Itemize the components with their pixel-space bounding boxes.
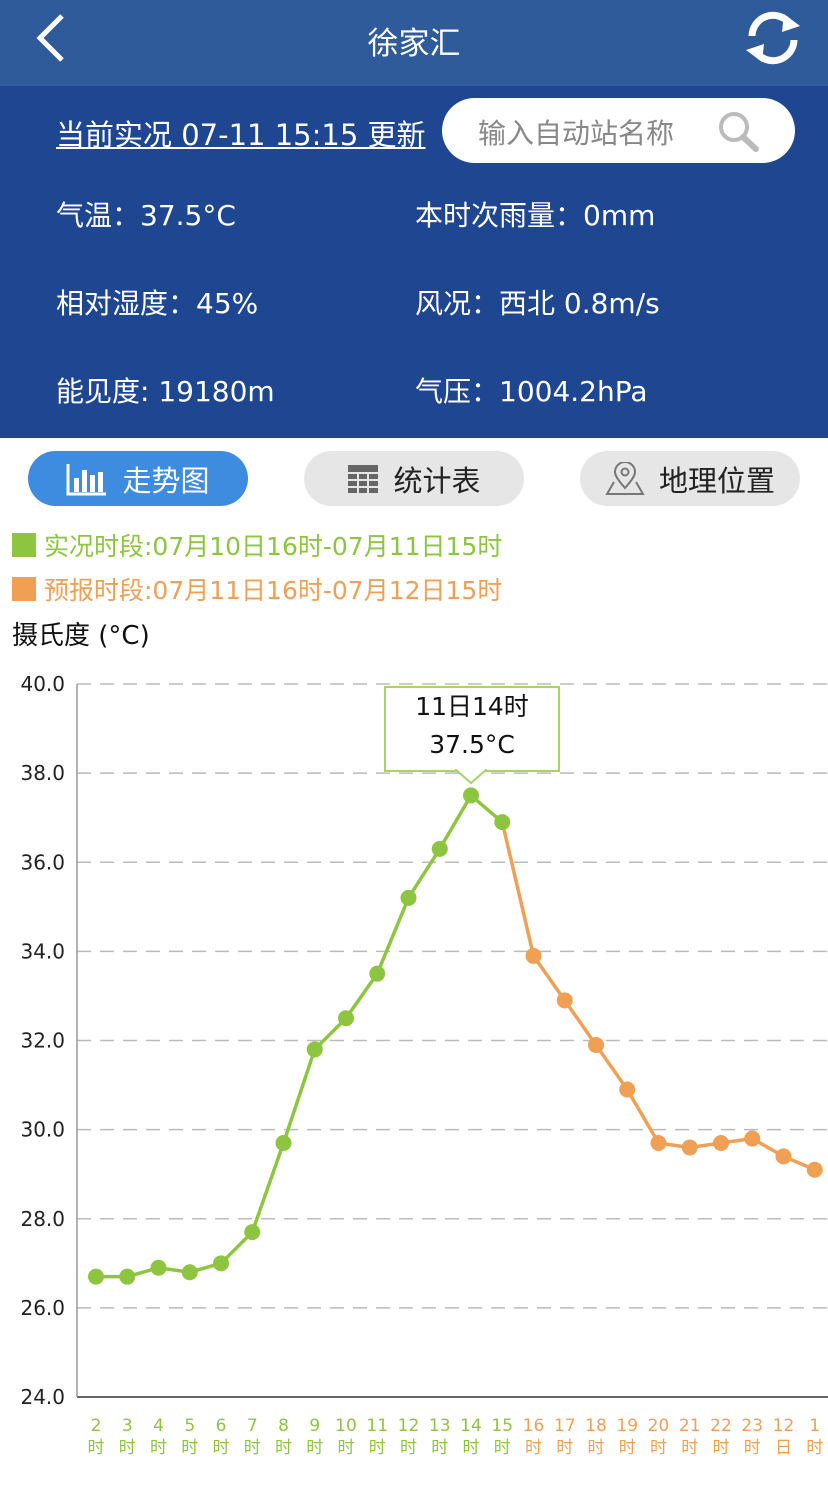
data-point — [88, 1268, 104, 1285]
data-point — [650, 1134, 667, 1151]
data-point — [431, 840, 448, 857]
x-tick-label: 16 时 — [522, 1416, 545, 1458]
x-tick-label: 9 时 — [306, 1416, 324, 1458]
legend-label: 实况时段:07月10日16时-07月11日15时 — [44, 532, 503, 561]
observation: 相对湿度：45% — [56, 287, 259, 320]
data-point — [681, 1139, 698, 1156]
data-point — [588, 1036, 604, 1053]
data-point — [150, 1259, 167, 1276]
x-tick-label: 12 时 — [397, 1416, 420, 1458]
x-tick-label: 20 时 — [647, 1416, 670, 1458]
data-point — [806, 1161, 823, 1178]
connector — [500, 821, 536, 957]
data-point — [306, 1041, 323, 1058]
x-tick-label: 10 时 — [335, 1416, 357, 1458]
legend-swatch — [12, 577, 36, 601]
x-tick-label: 5 时 — [181, 1416, 199, 1458]
refresh-button[interactable] — [740, 8, 806, 68]
tooltip-pointer — [455, 769, 487, 785]
back-button[interactable] — [30, 12, 70, 64]
y-tick-label: 38.0 — [20, 761, 65, 785]
x-tick-label: 14 时 — [460, 1416, 482, 1458]
tab-map[interactable]: 地理位置 — [580, 451, 800, 506]
tooltip: 11日14时 37.5°C — [384, 686, 560, 772]
y-tick-label: 40.0 — [20, 672, 65, 696]
x-tick-label: 18 时 — [585, 1416, 607, 1458]
x-tick-label: 12 日 — [772, 1416, 795, 1458]
title: 徐家汇 — [367, 26, 461, 62]
observation: 本时次雨量：0mm — [415, 199, 656, 232]
observation: 风况：西北 0.8m/s — [415, 287, 660, 320]
data-point — [338, 1010, 354, 1027]
x-tick-label: 3 时 — [118, 1416, 136, 1458]
series-line — [96, 792, 504, 1279]
data-point — [463, 787, 479, 804]
tooltip-title: 11日14时 — [415, 692, 529, 721]
legend-item: 实况时段:07月10日16时-07月11日15时 — [12, 527, 502, 563]
x-tick-label: 13 时 — [428, 1416, 451, 1458]
legend-label: 预报时段:07月11日16时-07月12日15时 — [44, 576, 503, 605]
x-tick-label: 15 时 — [491, 1416, 514, 1458]
data-point — [556, 992, 573, 1009]
data-point — [494, 814, 511, 831]
info-panel: 当前实况 07-11 15:15 更新 输入自动站名称 气温：37.5°C 本时次… — [0, 86, 828, 438]
x-tick-label: 19 时 — [616, 1416, 639, 1458]
data-point — [275, 1134, 292, 1151]
data-point — [119, 1268, 136, 1285]
data-point — [400, 889, 417, 906]
data-point — [619, 1081, 636, 1098]
tab-trend[interactable]: 走势图 — [28, 451, 248, 506]
observation: 能见度: 19180m — [56, 375, 275, 408]
x-tick-label: 11 时 — [366, 1416, 389, 1458]
y-tick-label: 28.0 — [20, 1207, 65, 1231]
y-tick-label: 30.0 — [20, 1118, 65, 1142]
legend-swatch — [12, 533, 36, 557]
tab-table[interactable]: 统计表 — [304, 451, 524, 506]
search-box[interactable]: 输入自动站名称 — [442, 98, 795, 163]
search-icon[interactable] — [716, 110, 762, 154]
y-tick-label: 34.0 — [20, 939, 65, 963]
y-axis-label: 摄氏度 (°C) — [12, 621, 150, 651]
update-link[interactable]: 当前实况 07-11 15:15 更新 — [56, 118, 426, 152]
data-point — [713, 1134, 729, 1151]
data-point — [525, 947, 542, 964]
x-tick-label: 21 时 — [678, 1416, 701, 1458]
y-tick-label: 36.0 — [20, 850, 65, 874]
observation: 气温：37.5°C — [56, 199, 236, 232]
y-tick-label: 32.0 — [20, 1029, 65, 1053]
data-point — [213, 1255, 229, 1272]
legend-item: 预报时段:07月11日16时-07月12日15时 — [12, 571, 502, 607]
data-point — [744, 1130, 761, 1147]
tooltip-value: 37.5°C — [429, 730, 515, 759]
chart-icon — [66, 463, 107, 495]
x-tick-label: 1 时 — [806, 1416, 824, 1458]
table-icon — [348, 464, 379, 493]
data-point — [244, 1224, 261, 1241]
tab-label: 走势图 — [122, 463, 210, 498]
x-tick-label: 8 时 — [275, 1416, 292, 1458]
tab-label: 统计表 — [393, 463, 481, 498]
x-tick-label: 22 时 — [710, 1416, 732, 1458]
x-tick-label: 17 时 — [553, 1416, 576, 1458]
x-tick-label: 23 时 — [741, 1416, 764, 1458]
map-icon — [605, 461, 645, 495]
x-tick-label: 2 时 — [87, 1416, 105, 1458]
x-tick-label: 6 时 — [212, 1416, 230, 1458]
x-tick-label: 7 时 — [243, 1416, 261, 1458]
search-placeholder: 输入自动站名称 — [478, 117, 675, 150]
data-point — [181, 1264, 198, 1281]
top-bar: 徐家汇 — [0, 0, 828, 86]
observation: 气压：1004.2hPa — [415, 375, 648, 408]
y-tick-label: 24.0 — [20, 1385, 65, 1409]
x-tick-label: 4 时 — [150, 1416, 167, 1458]
series-line — [532, 954, 816, 1172]
data-point — [369, 965, 386, 982]
y-tick-label: 26.0 — [20, 1296, 65, 1320]
data-point — [775, 1148, 792, 1165]
tab-label: 地理位置 — [658, 463, 775, 498]
